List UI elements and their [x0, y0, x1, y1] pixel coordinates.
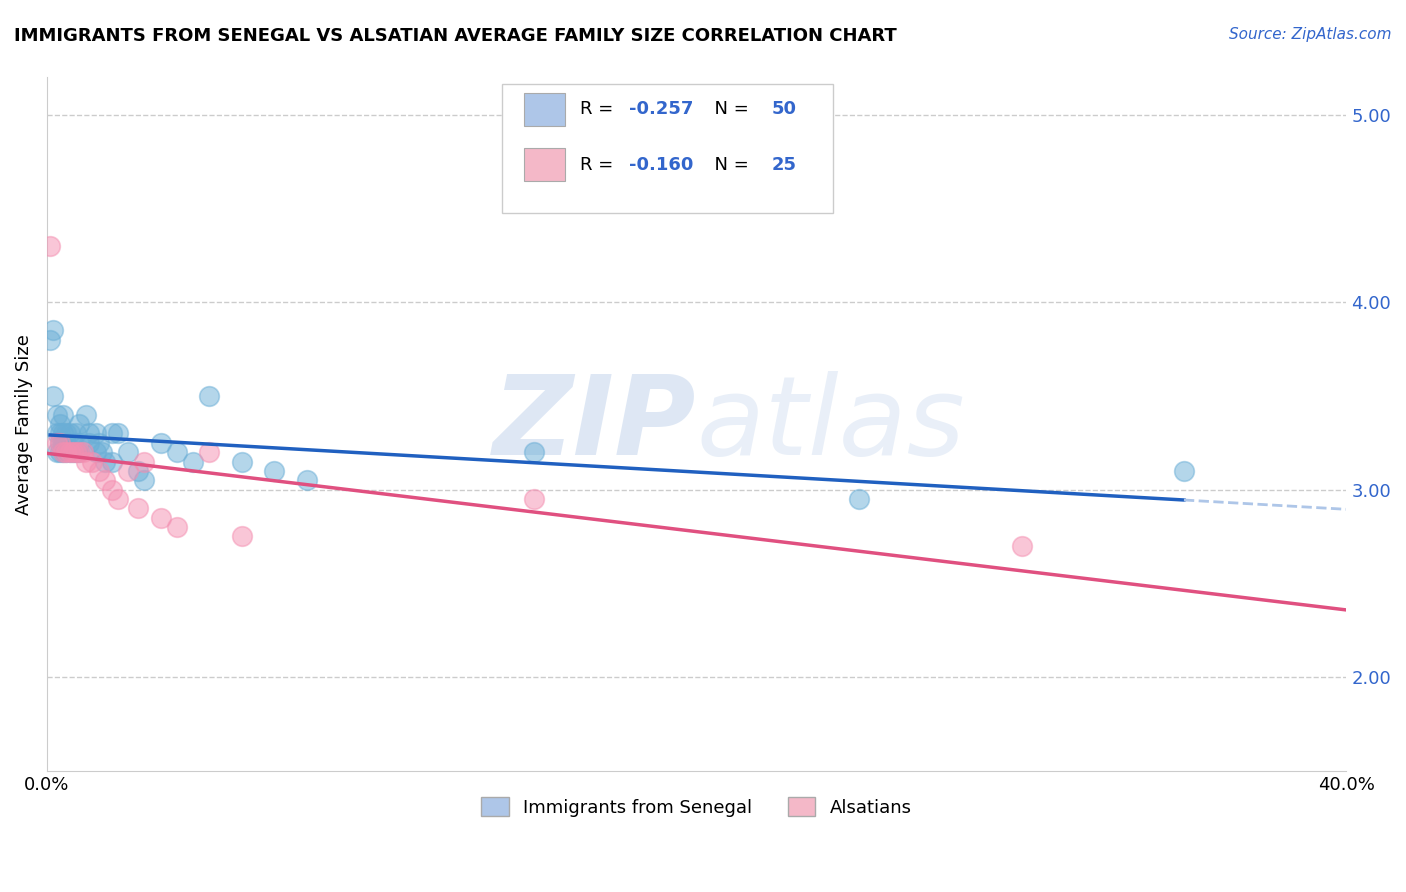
Point [134, 473, 156, 487]
Point [42, 323, 65, 337]
Point [45, 426, 67, 441]
Point [231, 454, 253, 468]
Text: N =: N = [703, 100, 755, 119]
Point [295, 473, 318, 487]
Point [52, 435, 75, 450]
Point [117, 445, 139, 459]
Point [127, 501, 149, 516]
Point [101, 454, 124, 468]
Text: Source: ZipAtlas.com: Source: ZipAtlas.com [1229, 27, 1392, 42]
Point [42, 389, 65, 403]
Point [231, 529, 253, 543]
Point [67, 445, 90, 459]
FancyBboxPatch shape [502, 85, 834, 212]
Text: ZIP: ZIP [494, 370, 696, 477]
Point [84, 445, 107, 459]
Point [523, 445, 546, 459]
Point [166, 520, 188, 534]
Point [107, 491, 129, 506]
Text: -0.257: -0.257 [628, 100, 693, 119]
Point [49, 426, 72, 441]
Point [87, 464, 110, 478]
Point [198, 389, 221, 403]
Point [39, 239, 62, 253]
Point [52, 426, 75, 441]
Point [72, 445, 94, 459]
Point [82, 454, 104, 468]
Text: atlas: atlas [696, 370, 966, 477]
Point [65, 445, 87, 459]
Point [39, 333, 62, 347]
Point [75, 454, 97, 468]
Point [94, 473, 117, 487]
Point [149, 510, 172, 524]
Point [59, 445, 82, 459]
Point [49, 435, 72, 450]
Point [107, 426, 129, 441]
Point [127, 464, 149, 478]
Point [263, 464, 285, 478]
Point [67, 435, 90, 450]
Point [181, 454, 204, 468]
Point [55, 426, 77, 441]
Text: -0.160: -0.160 [628, 156, 693, 174]
Text: 25: 25 [772, 156, 797, 174]
Point [62, 445, 84, 459]
Point [84, 426, 107, 441]
Point [52, 445, 75, 459]
Point [75, 408, 97, 422]
Text: R =: R = [579, 156, 619, 174]
Point [65, 445, 87, 459]
Point [55, 445, 77, 459]
Point [67, 417, 90, 431]
Point [62, 435, 84, 450]
Text: IMMIGRANTS FROM SENEGAL VS ALSATIAN AVERAGE FAMILY SIZE CORRELATION CHART: IMMIGRANTS FROM SENEGAL VS ALSATIAN AVER… [14, 27, 897, 45]
Point [149, 435, 172, 450]
Point [77, 435, 100, 450]
Point [52, 408, 75, 422]
Text: 50: 50 [772, 100, 797, 119]
Point [198, 445, 221, 459]
Point [49, 435, 72, 450]
Point [59, 426, 82, 441]
Y-axis label: Average Family Size: Average Family Size [15, 334, 32, 515]
Point [91, 445, 114, 459]
Bar [524, 93, 565, 126]
Point [134, 454, 156, 468]
Text: N =: N = [703, 156, 755, 174]
Point [45, 435, 67, 450]
Point [94, 454, 117, 468]
Point [62, 445, 84, 459]
Point [523, 491, 546, 506]
Point [1173, 464, 1195, 478]
Point [101, 483, 124, 497]
Point [59, 445, 82, 459]
Bar [524, 148, 565, 181]
Point [166, 445, 188, 459]
Point [65, 426, 87, 441]
Point [87, 435, 110, 450]
Point [55, 435, 77, 450]
Point [45, 445, 67, 459]
Point [67, 445, 90, 459]
Point [1011, 539, 1033, 553]
Point [77, 426, 100, 441]
Legend: Immigrants from Senegal, Alsatians: Immigrants from Senegal, Alsatians [474, 790, 920, 824]
Point [848, 491, 870, 506]
Point [52, 445, 75, 459]
Point [49, 417, 72, 431]
Text: R =: R = [579, 100, 619, 119]
Point [49, 445, 72, 459]
Point [117, 464, 139, 478]
Point [55, 445, 77, 459]
Point [101, 426, 124, 441]
Point [45, 408, 67, 422]
